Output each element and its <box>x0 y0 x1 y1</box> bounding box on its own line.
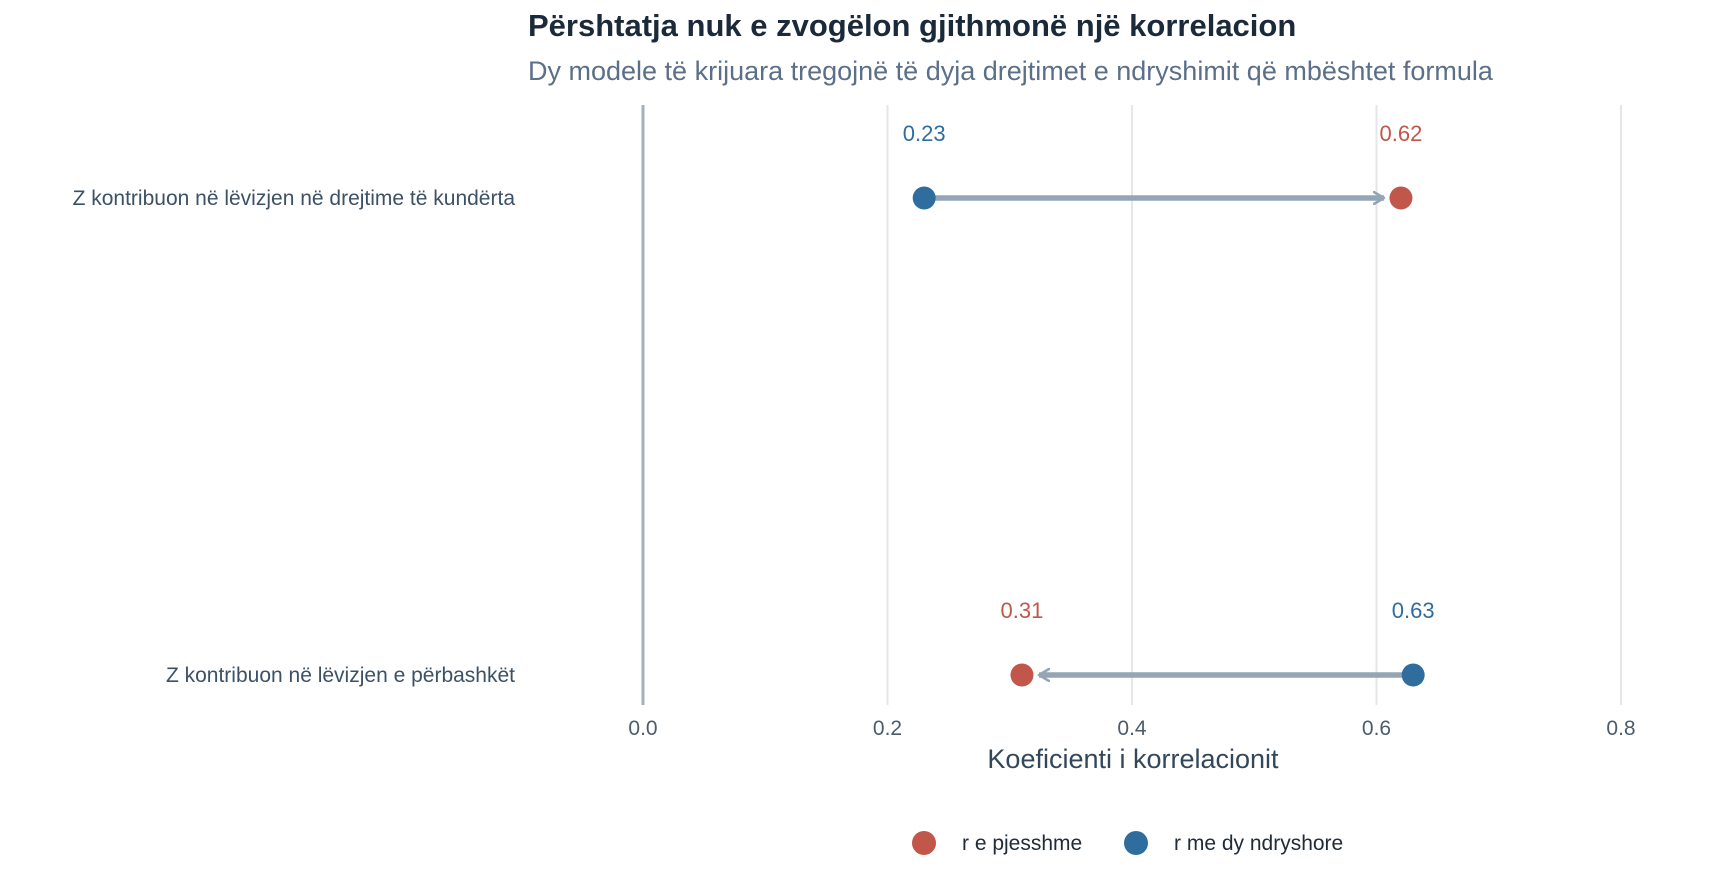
partial-r-point <box>1010 663 1034 687</box>
x-tick-label: 0.6 <box>1362 717 1391 740</box>
data-labels: 0.62 0.31 0.23 0.63 <box>903 121 1435 623</box>
x-tick-label: 0.0 <box>628 717 657 740</box>
change-arrows <box>934 198 1404 675</box>
data-points <box>912 186 1425 687</box>
legend: r e pjesshme r me dy ndryshore <box>912 831 1343 855</box>
grid-lines <box>886 105 1622 705</box>
legend-swatch-partial <box>912 831 936 855</box>
partial-r-point <box>1389 186 1413 210</box>
bivariate-r-point <box>912 186 936 210</box>
value-label: 0.62 <box>1380 121 1423 146</box>
y-axis-labels: Z kontribuon në lëvizjen në drejtime të … <box>73 187 516 687</box>
bivariate-r-point <box>1401 663 1425 687</box>
legend-label: r me dy ndryshore <box>1174 832 1343 855</box>
value-label: 0.63 <box>1392 598 1435 623</box>
x-axis-title: Koeficienti i korrelacionit <box>987 744 1279 774</box>
x-tick-label: 0.2 <box>873 717 902 740</box>
x-tick-label: 0.4 <box>1117 717 1147 740</box>
x-axis-ticks: 0.0 0.2 0.4 0.6 0.8 <box>628 717 1635 740</box>
y-category-label: Z kontribuon në lëvizjen e përbashkët <box>166 664 515 687</box>
chart-title: Përshtatja nuk e zvogëlon gjithmonë një … <box>528 8 1297 43</box>
value-label: 0.23 <box>903 121 946 146</box>
legend-swatch-bivariate <box>1124 831 1148 855</box>
chart-subtitle: Dy modele të krijuara tregojnë të dyja d… <box>528 56 1493 86</box>
y-category-label: Z kontribuon në lëvizjen në drejtime të … <box>73 187 516 210</box>
x-tick-label: 0.8 <box>1606 717 1635 740</box>
legend-label: r e pjesshme <box>962 832 1082 855</box>
value-label: 0.31 <box>1001 598 1044 623</box>
